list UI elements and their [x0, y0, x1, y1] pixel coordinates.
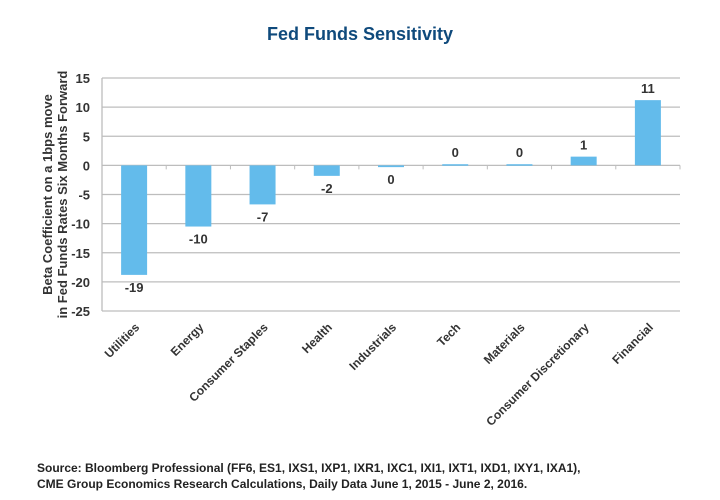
y-axis-label-line: Beta Coefficient on a 1bps move: [40, 94, 55, 295]
x-tick-label: Industrials: [346, 320, 399, 373]
data-label: 0: [452, 145, 459, 160]
x-tick-label: Materials: [481, 320, 528, 367]
y-tick-label: -20: [71, 275, 90, 290]
y-tick-label: 15: [76, 71, 90, 86]
bar: [185, 165, 212, 227]
x-tick-label: Tech: [434, 320, 463, 349]
source-line-1: Source: Bloomberg Professional (FF6, ES1…: [37, 461, 581, 475]
y-tick-label: -25: [71, 304, 90, 319]
y-tick-label: -10: [71, 217, 90, 232]
data-label: -10: [189, 232, 208, 247]
data-label: 0: [387, 172, 394, 187]
x-tick-label: Financial: [609, 320, 656, 367]
bar: [634, 100, 661, 166]
y-axis-label-line: in Fed Funds Rates Six Months Forward: [55, 71, 70, 319]
y-tick-labels: 15 10 5 0 -5 -10 -15 -20 -25: [71, 71, 90, 319]
x-tick-label: Utilities: [102, 320, 143, 361]
data-label: 0: [516, 145, 523, 160]
data-label: -19: [125, 280, 144, 295]
y-axis-label: Beta Coefficient on a 1bps move in Fed Fu…: [40, 71, 70, 319]
bar: [121, 165, 148, 275]
bars: [121, 100, 661, 275]
x-tick-label: Consumer Discretionary: [483, 320, 592, 429]
y-tick-label: -5: [78, 188, 90, 203]
y-tick-label: 5: [83, 129, 90, 144]
y-tick-label: -15: [71, 246, 90, 261]
bar: [313, 165, 340, 176]
chart-title: Fed Funds Sensitivity: [266, 24, 454, 44]
bar: [442, 164, 469, 166]
x-tick-label: Health: [299, 320, 335, 356]
data-label: 11: [641, 81, 655, 96]
data-label: -2: [321, 181, 333, 196]
bar: [506, 164, 533, 166]
data-label: 1: [580, 138, 587, 153]
x-tick-label: Energy: [168, 320, 207, 359]
bar: [378, 165, 404, 168]
bar: [570, 156, 597, 166]
y-tick-label: 0: [83, 158, 90, 173]
y-tick-label: 10: [76, 100, 90, 115]
source-line-2: CME Group Economics Research Calculation…: [37, 477, 528, 491]
data-label: -7: [257, 209, 269, 224]
bar: [249, 165, 276, 205]
